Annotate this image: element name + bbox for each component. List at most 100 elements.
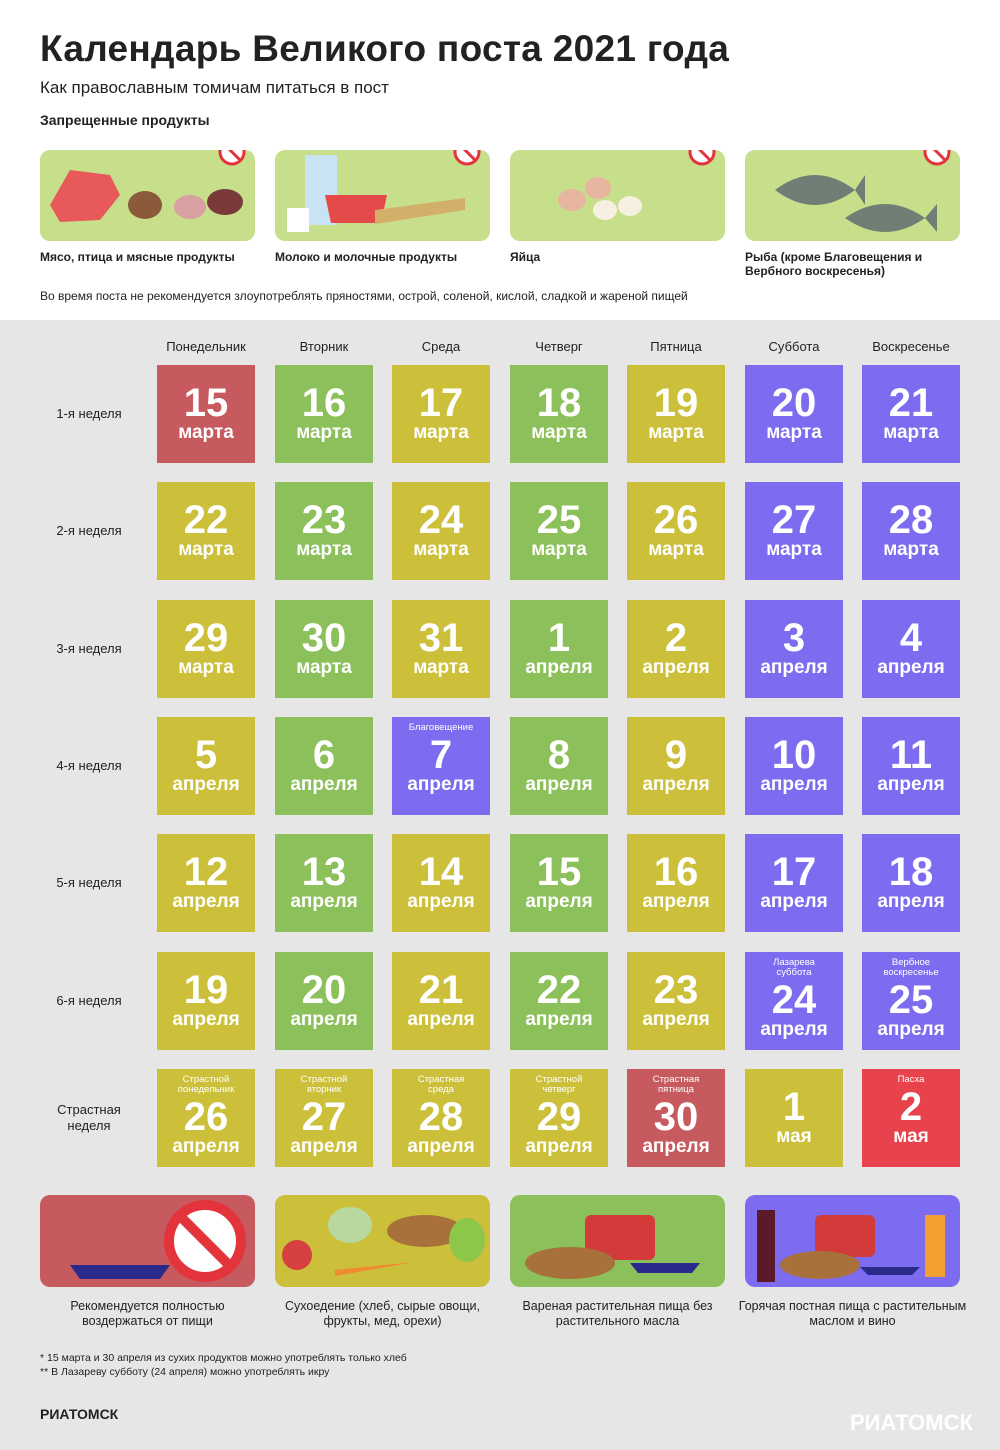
day-number: 30: [301, 615, 347, 660]
legend-label: Вареная растительная пища без растительн…: [522, 1299, 713, 1328]
day-note: Страстной вторник: [300, 1073, 348, 1095]
forbidden-label: Молоко и молочные продукты: [275, 250, 458, 264]
day-number: 6: [312, 732, 336, 777]
day-cell: 19 марта: [627, 365, 725, 463]
day-month: апреля: [877, 891, 945, 913]
day-number: 21: [418, 967, 464, 1012]
day-month: апреля: [642, 891, 710, 913]
legend-swatch: [510, 1195, 725, 1287]
day-cell: 30 марта: [275, 599, 373, 698]
day-month: апреля: [525, 1008, 593, 1030]
day-month: марта: [178, 539, 234, 561]
day-cell: Страстная пятница 30 апреля: [627, 1068, 725, 1167]
day-month: апреля: [407, 773, 475, 795]
day-cell: 3 апреля: [745, 599, 843, 698]
day-month: мая: [893, 1125, 929, 1147]
day-number: 22: [536, 967, 582, 1012]
day-cell: Страстной понедельник 26 апреля: [157, 1068, 255, 1167]
day-cell: 22 марта: [157, 482, 255, 581]
day-header: Воскресенье: [872, 339, 950, 354]
forbidden-title: Запрещенные продукты: [40, 112, 210, 128]
day-month: марта: [413, 422, 469, 443]
legend-swatch: [745, 1195, 960, 1287]
day-month: апреля: [407, 1008, 475, 1030]
day-number: 30: [653, 1094, 699, 1139]
day-cell: 27 марта: [745, 482, 843, 581]
day-month: марта: [766, 539, 822, 561]
day-number: 22: [183, 498, 229, 543]
day-number: 16: [301, 381, 347, 425]
day-month: апреля: [172, 773, 240, 795]
milk-icon: [287, 138, 481, 232]
day-cell: 15 апреля: [510, 834, 608, 933]
day-cell: 6 апреля: [275, 716, 373, 815]
day-month: апреля: [760, 656, 828, 678]
day-cell: 28 марта: [862, 482, 960, 581]
legend-icon: [757, 1210, 945, 1282]
day-number: 8: [547, 732, 571, 777]
day-note: Страстная пятница: [652, 1073, 700, 1095]
day-month: апреля: [290, 891, 358, 913]
day-number: 28: [418, 1094, 464, 1139]
day-month: апреля: [760, 1018, 828, 1040]
day-number: 10: [771, 732, 817, 777]
day-number: 14: [418, 850, 464, 895]
day-month: марта: [413, 656, 469, 678]
day-month: апреля: [172, 1135, 240, 1157]
day-number: 4: [899, 615, 923, 660]
day-note: Страстная среда: [417, 1073, 465, 1095]
fish-icon: [775, 138, 951, 232]
legend-label: Сухоедение (хлеб, сырые овощи, фрукты, м…: [285, 1299, 480, 1328]
day-cell: 18 апреля: [862, 834, 960, 933]
day-number: 29: [183, 615, 229, 660]
day-number: 28: [888, 498, 934, 543]
forbidden-label: Рыба (кроме Благовещения и Вербного воск…: [745, 250, 923, 278]
footnote: * 15 марта и 30 апреля из сухих продукто…: [40, 1352, 407, 1364]
day-header: Понедельник: [166, 339, 246, 354]
day-month: марта: [648, 539, 704, 561]
day-cell: 12 апреля: [157, 834, 255, 933]
day-number: 20: [771, 381, 817, 425]
title: Календарь Великого поста 2021 года: [40, 28, 730, 69]
day-month: апреля: [877, 1018, 945, 1040]
day-number: 21: [888, 381, 934, 425]
day-month: апреля: [877, 656, 945, 678]
day-cell: 11 апреля: [862, 716, 960, 815]
day-month: марта: [531, 422, 587, 443]
day-month: марта: [883, 422, 939, 443]
day-month: апреля: [525, 773, 593, 795]
day-number: 19: [653, 381, 699, 425]
day-number: 15: [536, 850, 582, 895]
day-month: апреля: [642, 773, 710, 795]
day-month: апреля: [525, 1135, 593, 1157]
day-number: 13: [301, 850, 347, 895]
day-cell: 8 апреля: [510, 716, 608, 815]
day-month: апреля: [407, 891, 475, 913]
day-number: 26: [653, 498, 699, 543]
day-number: 18: [888, 850, 934, 895]
day-number: 26: [183, 1094, 229, 1139]
day-cell: 21 марта: [862, 365, 960, 463]
day-month: марта: [648, 422, 704, 443]
day-month: марта: [296, 539, 352, 561]
day-cell: 24 марта: [392, 482, 490, 581]
day-number: 9: [664, 732, 688, 777]
day-cell: 13 апреля: [275, 834, 373, 933]
day-number: 12: [183, 850, 229, 895]
day-cell: 21 апреля: [392, 951, 490, 1050]
day-cell: Благовещение 7 апреля: [392, 716, 490, 815]
day-month: апреля: [172, 891, 240, 913]
day-number: 24: [771, 977, 817, 1022]
day-cell: 23 марта: [275, 482, 373, 581]
day-month: апреля: [172, 1008, 240, 1030]
day-month: апреля: [525, 891, 593, 913]
day-number: 18: [536, 381, 582, 425]
day-cell: 17 марта: [392, 365, 490, 463]
forbidden-card: [40, 138, 255, 241]
day-month: марта: [296, 422, 352, 443]
day-cell: 25 марта: [510, 482, 608, 581]
legend-icon: [525, 1215, 700, 1279]
day-header: Пятница: [650, 339, 702, 354]
brand-logo: РИАТОМСК: [40, 1406, 119, 1422]
day-cell: 20 апреля: [275, 951, 373, 1050]
